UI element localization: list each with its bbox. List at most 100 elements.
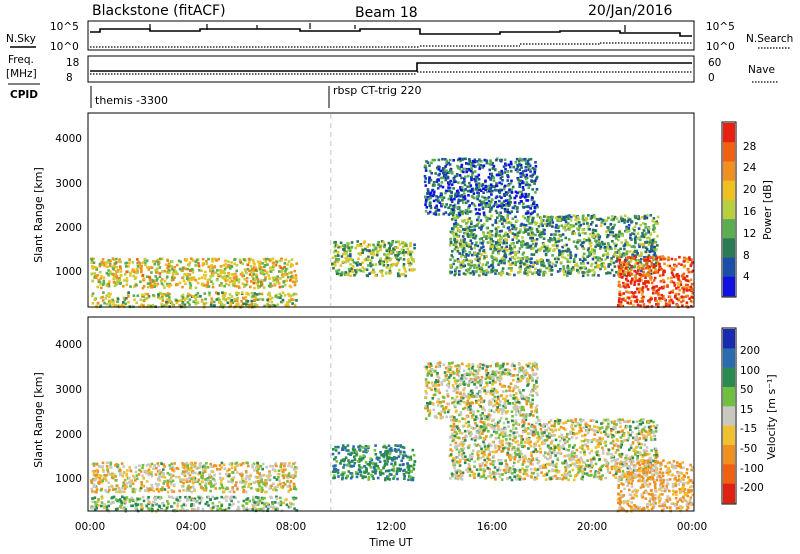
velocity-scatter-cell bbox=[187, 472, 190, 475]
power-scatter-cell bbox=[589, 223, 593, 226]
power-scatter-cell bbox=[449, 203, 452, 207]
power-scatter-cell bbox=[626, 265, 629, 269]
power-scatter-cell bbox=[174, 272, 178, 275]
nave-label: Nave bbox=[748, 64, 775, 76]
power-scatter-cell bbox=[363, 240, 366, 243]
power-scatter-cell bbox=[381, 274, 384, 277]
velocity-scatter-cell bbox=[362, 450, 365, 453]
velocity-scatter-cell bbox=[234, 484, 237, 487]
power-scatter-cell bbox=[663, 257, 667, 261]
power-scatter-cell bbox=[224, 276, 228, 280]
power-scatter-cell bbox=[643, 215, 647, 219]
power-scatter-cell bbox=[644, 223, 647, 226]
power-scatter-cell bbox=[524, 162, 528, 165]
power-scatter-cell bbox=[656, 222, 660, 225]
power-scatter-cell bbox=[264, 276, 267, 279]
power-scatter-cell bbox=[117, 304, 120, 308]
power-scatter-cell bbox=[635, 253, 639, 256]
power-scatter-cell bbox=[519, 175, 523, 178]
power-scatter-cell bbox=[478, 251, 482, 255]
power-scatter-cell bbox=[495, 173, 499, 177]
power-scatter-cell bbox=[250, 302, 254, 306]
velocity-scatter-cell bbox=[244, 482, 247, 486]
power-scatter-cell bbox=[346, 254, 350, 258]
power-scatter-cell bbox=[622, 285, 625, 288]
power-scatter-cell bbox=[521, 186, 525, 189]
power-scatter-cell bbox=[453, 225, 456, 229]
power-scatter-cell bbox=[635, 272, 639, 275]
power-scatter-cell bbox=[494, 243, 498, 246]
power-scatter-cell bbox=[528, 226, 532, 229]
power-scatter-cell bbox=[96, 274, 100, 277]
power-scatter-cell bbox=[534, 165, 538, 168]
power-scatter-cell bbox=[545, 219, 549, 223]
power-scatter-cell bbox=[649, 232, 652, 235]
velocity-scatter-cell bbox=[140, 506, 143, 509]
power-scatter-cell bbox=[538, 273, 541, 276]
velocity-scatter-cell bbox=[145, 464, 149, 467]
power-scatter-cell bbox=[650, 245, 653, 248]
power-scatter-cell bbox=[560, 224, 564, 227]
power-scatter-cell bbox=[586, 248, 590, 252]
power-scatter-cell bbox=[625, 243, 629, 247]
power-scatter-cell bbox=[459, 261, 463, 265]
power-scatter-cell bbox=[594, 265, 597, 269]
power-scatter-cell bbox=[500, 175, 504, 179]
power-scatter-cell bbox=[461, 212, 464, 216]
power-scatter-cell bbox=[677, 278, 680, 281]
velocity-scatter-cell bbox=[255, 480, 258, 483]
velocity-scatter-cell bbox=[109, 473, 112, 476]
power-scatter-cell bbox=[499, 271, 503, 274]
power-scatter-cell bbox=[211, 304, 215, 307]
power-scatter-cell bbox=[503, 171, 507, 174]
velocity-scatter-cell bbox=[251, 463, 254, 467]
velocity-scatter-cell bbox=[269, 495, 272, 499]
power-scatter-cell bbox=[621, 275, 624, 279]
power-scatter-cell bbox=[437, 183, 440, 186]
power-scatter-cell bbox=[528, 222, 531, 225]
power-scatter-cell bbox=[648, 250, 652, 254]
velocity-scatter-cell bbox=[168, 464, 171, 467]
power-scatter-cell bbox=[186, 272, 189, 276]
power-scatter-cell bbox=[521, 181, 524, 185]
power-scatter-cell bbox=[457, 201, 460, 205]
power-scatter-cell bbox=[478, 226, 481, 230]
power-scatter-cell bbox=[615, 260, 618, 263]
power-scatter-cell bbox=[535, 228, 539, 231]
power-scatter-cell bbox=[636, 252, 639, 255]
power-scatter-cell bbox=[460, 181, 464, 185]
power-scatter-cell bbox=[409, 252, 412, 256]
power-scatter-cell bbox=[452, 211, 455, 214]
power-scatter-cell bbox=[677, 274, 681, 278]
power-scatter-cell bbox=[470, 229, 473, 232]
velocity-scatter-cell bbox=[121, 487, 124, 490]
power-scatter-cell bbox=[371, 270, 374, 274]
power-scatter-cell bbox=[189, 286, 192, 290]
power-scatter-cell bbox=[449, 179, 452, 183]
power-scatter-cell bbox=[652, 217, 656, 220]
power-scatter-cell bbox=[657, 292, 660, 296]
power-scatter-cell bbox=[462, 265, 465, 268]
power-scatter-cell bbox=[155, 277, 159, 280]
power-scatter-cell bbox=[509, 230, 512, 234]
power-scatter-cell bbox=[477, 186, 481, 190]
power-scatter-cell bbox=[453, 240, 457, 244]
power-scatter-cell bbox=[564, 249, 568, 253]
power-scatter-cell bbox=[153, 262, 157, 266]
power-scatter-cell bbox=[445, 161, 448, 165]
power-scatter-cell bbox=[559, 268, 562, 271]
velocity-scatter-cell bbox=[211, 485, 214, 488]
velocity-scatter-cell bbox=[182, 489, 185, 492]
power-scatter-cell bbox=[280, 270, 283, 273]
power-scatter-cell bbox=[456, 223, 460, 226]
velocity-scatter-cell bbox=[273, 468, 276, 472]
velocity-scatter-cell bbox=[267, 478, 270, 481]
power-scatter-cell bbox=[467, 262, 470, 266]
power-scatter-cell bbox=[392, 247, 395, 250]
power-scatter-cell bbox=[105, 271, 109, 275]
power-scatter-cell bbox=[578, 233, 581, 237]
velocity-scatter-cell bbox=[247, 485, 250, 489]
power-scatter-cell bbox=[237, 292, 240, 295]
power-scatter-cell bbox=[456, 192, 460, 196]
power-scatter-cell bbox=[454, 192, 457, 196]
